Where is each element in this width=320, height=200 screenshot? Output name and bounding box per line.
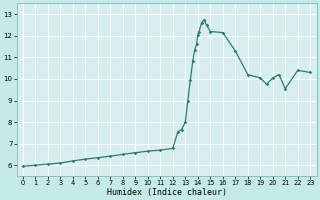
X-axis label: Humidex (Indice chaleur): Humidex (Indice chaleur) <box>107 188 227 197</box>
